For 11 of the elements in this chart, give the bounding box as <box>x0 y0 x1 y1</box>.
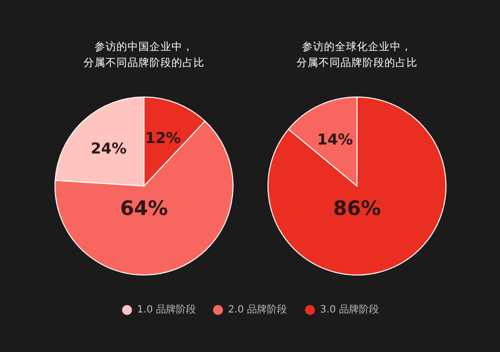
data-label: 14% <box>317 130 353 148</box>
pie-slice <box>268 96 446 276</box>
chart-title: 参访的全球化企业中，分属不同品牌阶段的占比 <box>296 40 418 69</box>
legend-label: 1.0 品牌阶段 <box>137 304 196 316</box>
data-label: 64% <box>120 196 168 220</box>
legend-label: 3.0 品牌阶段 <box>320 304 380 316</box>
data-label: 24% <box>90 139 127 158</box>
chart-title: 参访的中国企业中，分属不同品牌阶段的占比 <box>84 40 204 69</box>
legend-label: 2.0 品牌阶段 <box>228 304 288 316</box>
data-label: 12% <box>145 129 181 148</box>
data-label: 86% <box>333 196 381 220</box>
